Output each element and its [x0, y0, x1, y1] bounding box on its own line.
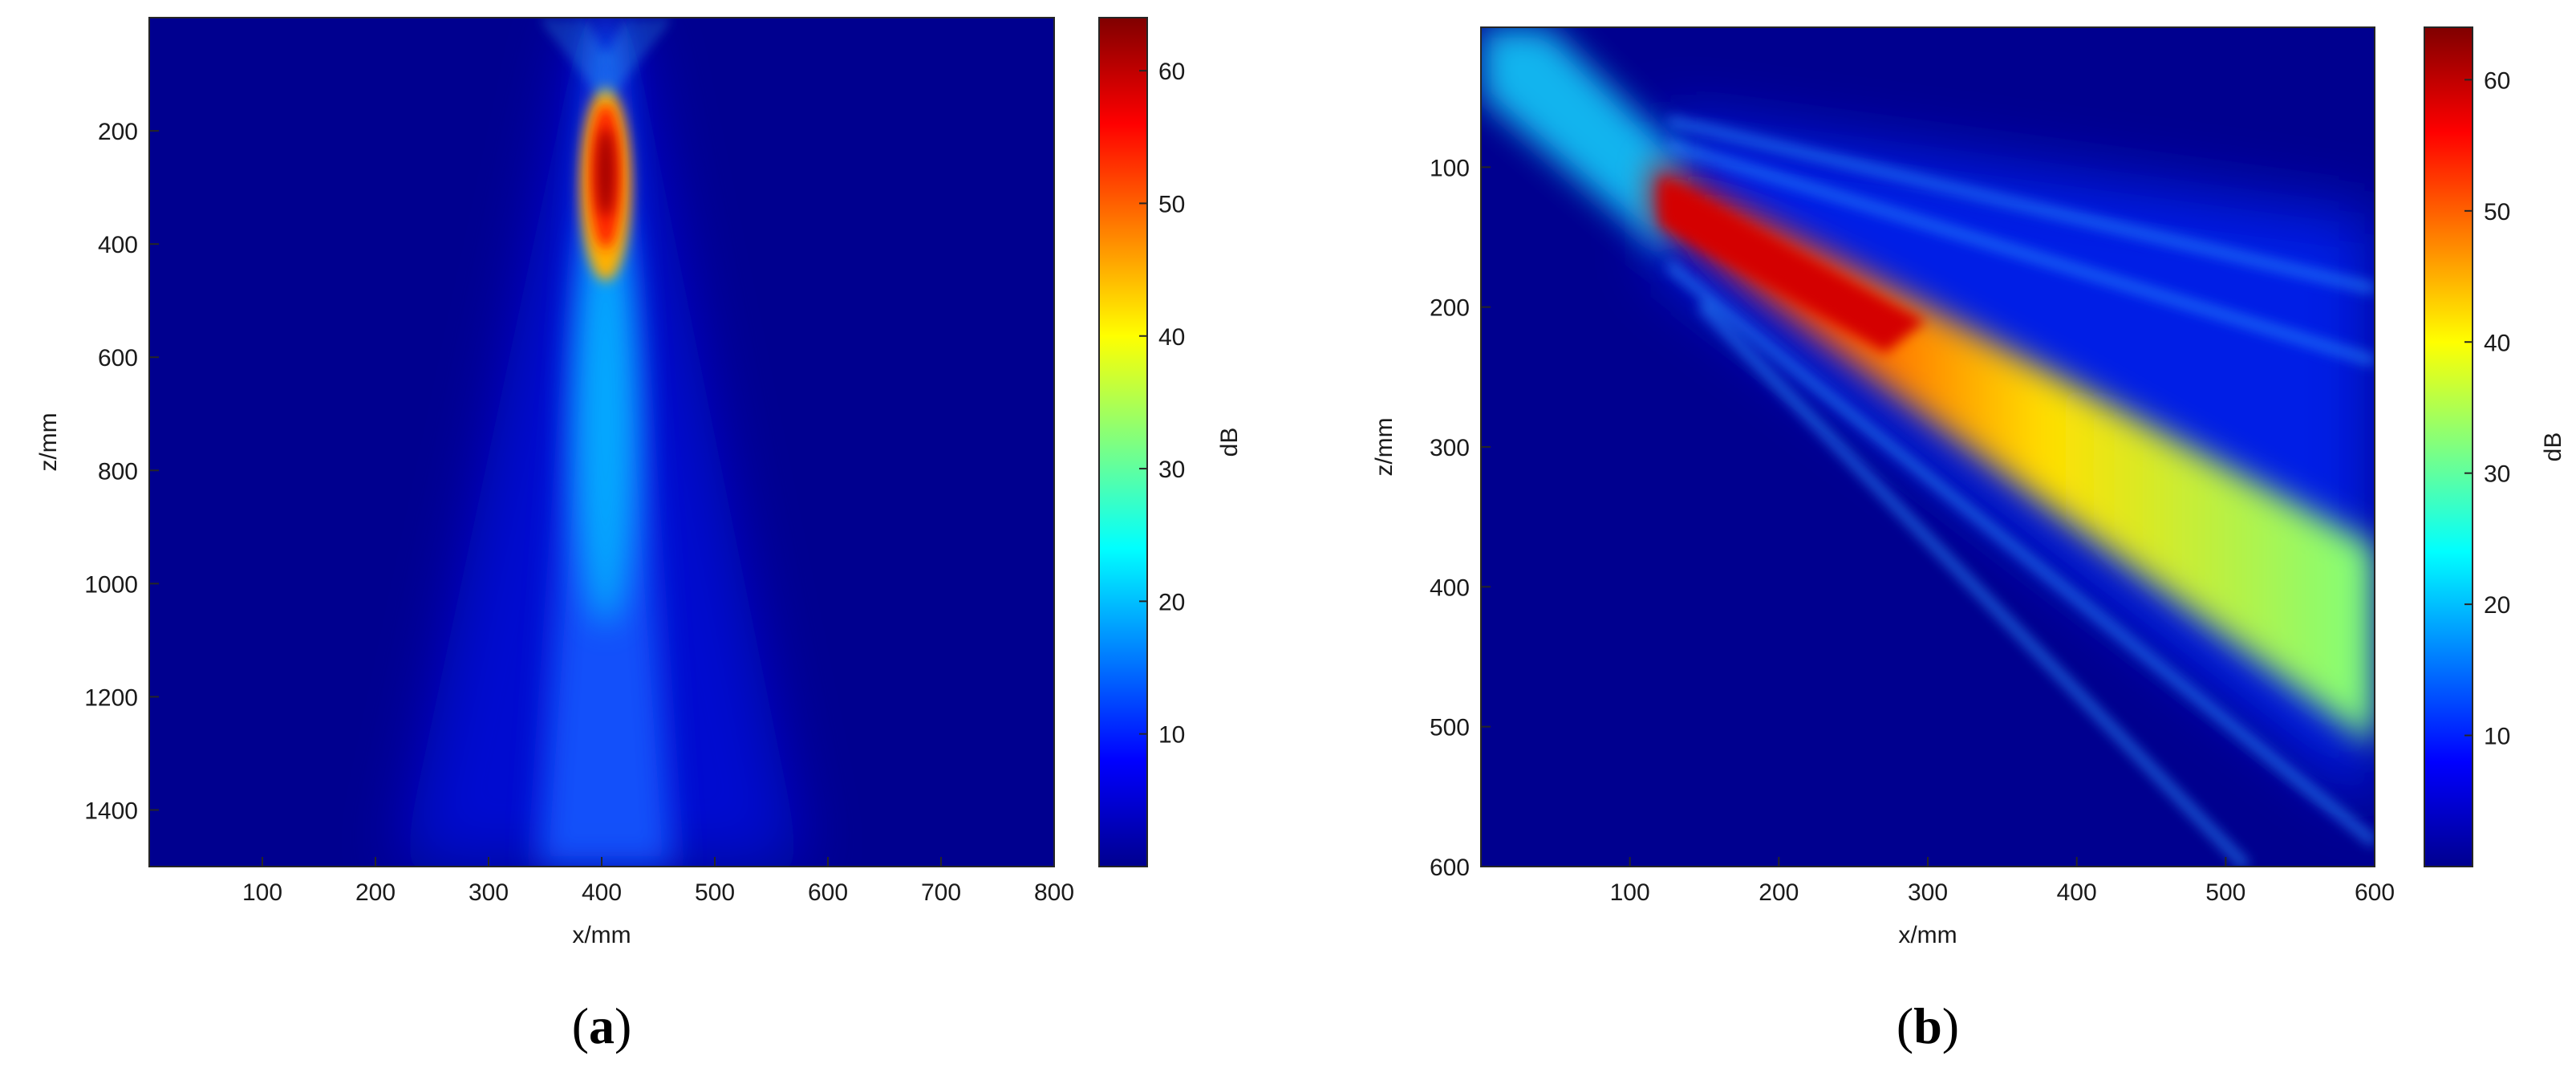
- y-tick-label-b: 300: [1430, 435, 1470, 461]
- colorbar-tick-label-b: 60: [2484, 67, 2510, 94]
- colorbar-tick-label-b: 40: [2484, 330, 2510, 356]
- y-tick-label-b: 100: [1430, 155, 1470, 181]
- x-tick-label-b: 400: [2057, 879, 2097, 906]
- axes-b: 100 200 300 400 500 600 100 200 300 400 500 600: [1430, 155, 2395, 906]
- panel-caption-b: (b): [1897, 997, 1959, 1054]
- y-tick-label-b: 400: [1430, 574, 1470, 601]
- x-axis-label-a: x/mm: [572, 922, 631, 948]
- x-tick-label-a: 100: [242, 879, 282, 906]
- beam-a-nearfield-right: [604, 18, 667, 98]
- x-tick-label-b: 300: [1908, 879, 1948, 906]
- y-tick-label-a: 800: [98, 458, 138, 485]
- colorbar-tick-label-a: 30: [1158, 457, 1185, 483]
- x-tick-label-b: 200: [1759, 879, 1799, 906]
- y-tick-label-a: 200: [98, 119, 138, 145]
- y-tick-label-b: 500: [1430, 715, 1470, 741]
- colorbar-tick-label-a: 10: [1158, 722, 1185, 749]
- x-tick-label-a: 300: [469, 879, 509, 906]
- beam-a-focus-peak: [597, 128, 615, 217]
- x-tick-label-a: 500: [695, 879, 735, 906]
- x-tick-label-a: 400: [582, 879, 622, 906]
- panel-letter-b: b: [1913, 997, 1942, 1054]
- colorbar-tick-label-a: 60: [1158, 59, 1185, 85]
- y-tick-label-a: 1400: [84, 798, 138, 824]
- colorbar-tick-label-b: 30: [2484, 461, 2510, 488]
- x-tick-label-a: 600: [808, 879, 848, 906]
- panel-letter-a: a: [589, 997, 615, 1054]
- axes-a: 100 200 300 400 500 600 700 800 200 400 600 800 1000…: [84, 119, 1074, 906]
- y-tick-label-a: 600: [98, 345, 138, 371]
- y-tick-label-a: 1200: [84, 684, 138, 711]
- colorbar-label-b: dB: [2540, 432, 2566, 462]
- y-axis-label-b: z/mm: [1371, 417, 1398, 476]
- colorbar-tick-label-b: 10: [2484, 724, 2510, 750]
- y-tick-label-b: 600: [1430, 855, 1470, 881]
- colorbar-ticks-a: 10 20 30 40 50 60: [1139, 59, 1185, 749]
- colorbar-tick-label-a: 20: [1158, 589, 1185, 615]
- beam-a-core: [575, 209, 636, 626]
- colorbar-a: [1098, 17, 1148, 867]
- colorbar-tick-label-a: 40: [1158, 324, 1185, 351]
- colorbar-tick-label-a: 50: [1158, 191, 1185, 217]
- y-tick-label-a: 1000: [84, 571, 138, 598]
- x-axis-label-b: x/mm: [1898, 922, 1957, 948]
- x-tick-label-b: 600: [2355, 879, 2395, 906]
- y-tick-label-a: 400: [98, 232, 138, 258]
- y-axis-label-a: z/mm: [35, 412, 62, 471]
- colorbar-ticks-b: 10 20 30 40 50 60: [2464, 67, 2510, 750]
- beam-a-nearfield-left: [544, 18, 607, 98]
- panel-caption-a: (a): [572, 997, 632, 1054]
- colorbar-b: [2424, 26, 2473, 867]
- colorbar-tick-label-b: 50: [2484, 199, 2510, 225]
- x-tick-label-b: 500: [2205, 879, 2245, 906]
- x-tick-label-a: 200: [355, 879, 396, 906]
- beam-b-sidelobes: [1665, 116, 2375, 867]
- panel-b: 100 200 300 400 500 600 100 200 300 400 500 600 x/m…: [1371, 26, 2566, 1054]
- colorbar-label-a: dB: [1216, 428, 1243, 457]
- panel-a: 100 200 300 400 500 600 700 800 200 400 600 800 1000…: [35, 17, 1243, 1054]
- beam-b-incident: [1481, 27, 1685, 257]
- x-tick-label-a: 800: [1034, 879, 1074, 906]
- x-tick-label-a: 700: [921, 879, 961, 906]
- heatmap-a: [149, 18, 1054, 867]
- beam-b-core: [1661, 177, 1925, 353]
- y-tick-label-b: 200: [1430, 295, 1470, 322]
- x-tick-label-b: 100: [1610, 879, 1650, 906]
- heatmap-b: [1481, 27, 2375, 867]
- colorbar-tick-label-b: 20: [2484, 592, 2510, 619]
